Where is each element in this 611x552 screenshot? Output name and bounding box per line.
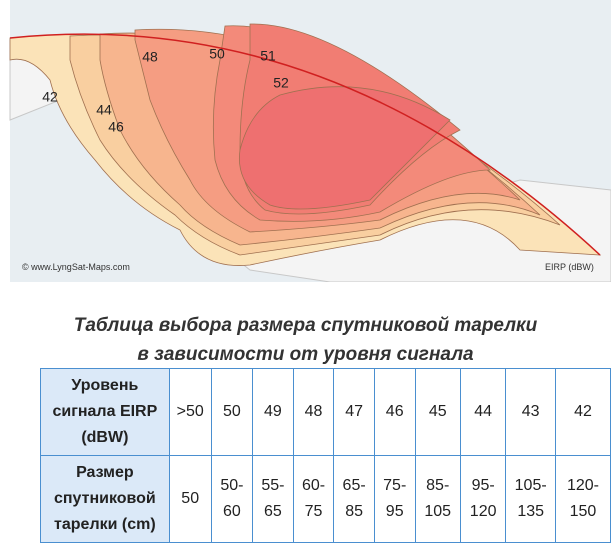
table-cell: 45 bbox=[414, 368, 461, 456]
table-cell: 46 bbox=[373, 368, 416, 456]
table-cell: 105-135 bbox=[505, 455, 556, 543]
contour-52 bbox=[238, 86, 451, 210]
table-cell: 49 bbox=[252, 368, 294, 456]
contour-label: 51 bbox=[260, 48, 276, 64]
table-cell: 48 bbox=[292, 368, 335, 456]
contour-label: 52 bbox=[273, 75, 289, 91]
contour-label: 48 bbox=[142, 49, 158, 65]
table-cell: 65-85 bbox=[333, 455, 375, 543]
table-cell: 55-65 bbox=[252, 455, 294, 543]
table-cell: 50 bbox=[168, 455, 212, 543]
dish-size-table: Уровень сигнала EIRP (dBW) >50 50 49 48 47 46 4… bbox=[40, 368, 611, 543]
table-cell: 47 bbox=[333, 368, 375, 456]
table-cell: 50-60 bbox=[210, 455, 254, 543]
table-cell: 42 bbox=[554, 368, 611, 456]
contour-label: 42 bbox=[42, 89, 58, 105]
footprint-map: 42 44 46 48 50 51 52 © www.LyngSat-Maps.… bbox=[9, 0, 611, 282]
title-line: Таблица выбора размера спутниковой тарел… bbox=[73, 315, 538, 336]
row-header: Размер спутниковой тарелки (cm) bbox=[40, 455, 170, 543]
table-row: Уровень сигнала EIRP (dBW) >50 50 49 48 47 46 4… bbox=[40, 368, 611, 456]
table-cell: >50 bbox=[168, 368, 212, 456]
title-line: в зависимости от уровня сигнала bbox=[137, 344, 474, 365]
table-cell: 120-150 bbox=[554, 455, 611, 543]
coverage-edge bbox=[9, 33, 601, 256]
legend-unit: EIRP (dBW) bbox=[545, 262, 594, 272]
watermark: © www.LyngSat-Maps.com bbox=[22, 262, 130, 272]
table-cell: 95-120 bbox=[459, 455, 507, 543]
table-cell: 50 bbox=[210, 368, 254, 456]
table-row: Размер спутниковой тарелки (cm) 50 50-60 55… bbox=[40, 455, 611, 543]
contour-label: 44 bbox=[96, 102, 112, 118]
row-header: Уровень сигнала EIRP (dBW) bbox=[40, 368, 170, 456]
table-cell: 60-75 bbox=[292, 455, 335, 543]
contour-label: 50 bbox=[209, 46, 225, 62]
table-cell: 43 bbox=[505, 368, 556, 456]
table-cell: 75-95 bbox=[373, 455, 416, 543]
table-cell: 44 bbox=[459, 368, 507, 456]
table-cell: 85-105 bbox=[414, 455, 461, 543]
contour-label: 46 bbox=[108, 119, 124, 135]
